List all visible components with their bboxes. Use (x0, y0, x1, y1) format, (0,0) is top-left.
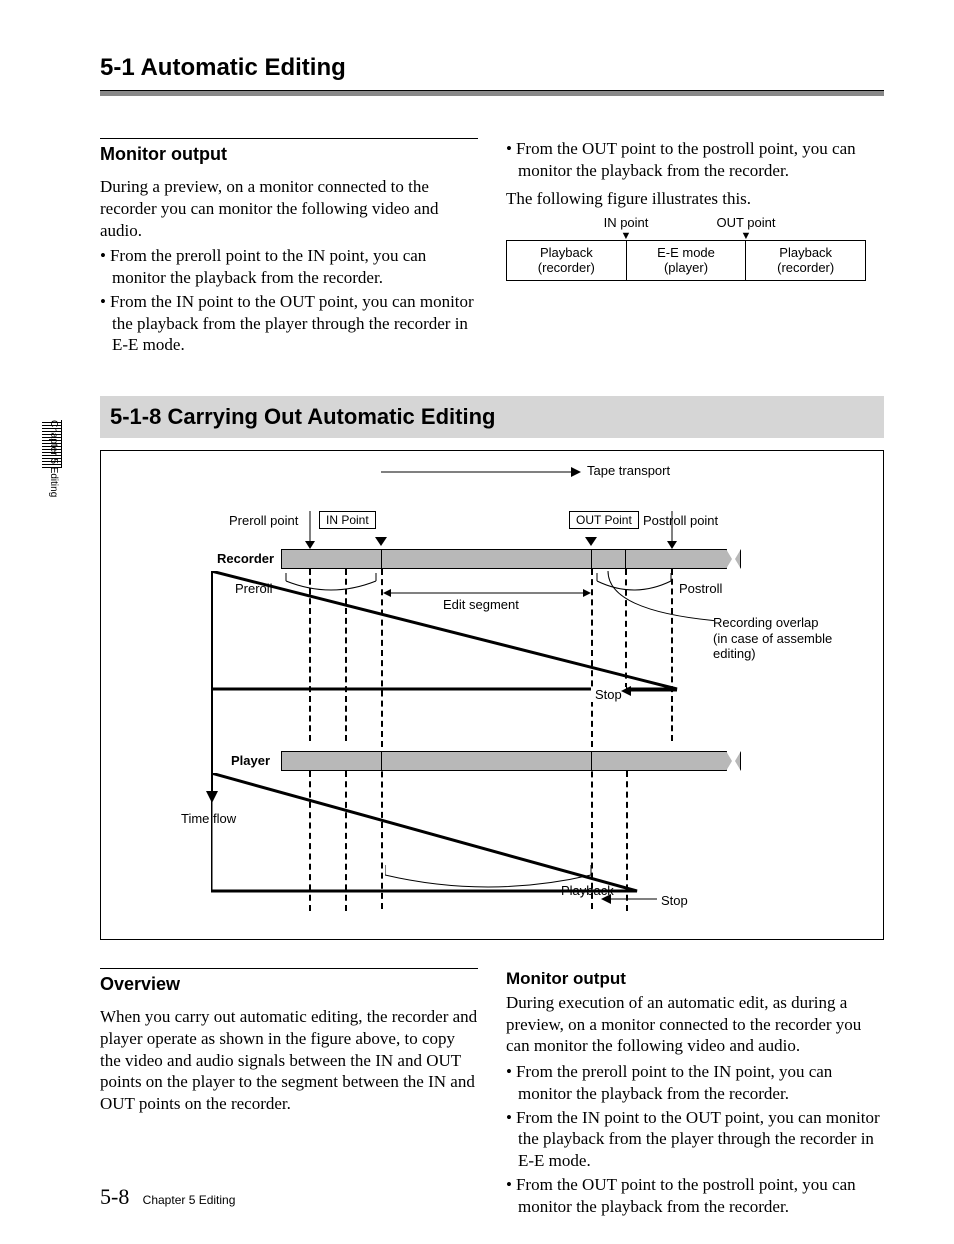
bar-div (381, 549, 382, 569)
label-time-flow: Time flow (181, 811, 236, 826)
recorder-bar (281, 549, 741, 569)
mini-cell: Playback(recorder) (745, 241, 865, 280)
bullet: From the IN point to the OUT point, you … (506, 1107, 884, 1172)
label-postroll-point: Postroll point (643, 513, 718, 528)
tape-arrow-icon (381, 465, 581, 479)
bullet: From the IN point to the OUT point, you … (100, 291, 478, 356)
bottom-columns: Overview When you carry out automatic ed… (100, 968, 884, 1219)
chapter-title: 5-1 Automatic Editing (100, 54, 884, 82)
label-stop-2: Stop (661, 893, 688, 908)
down-arrow-icon (304, 511, 316, 551)
fig-caption: The following figure illustrates this. (506, 188, 884, 210)
time-flow-arrow-icon (205, 573, 219, 803)
bar-div (381, 751, 382, 771)
mini-cell: E-E mode(player) (626, 241, 746, 280)
heading-overview: Overview (100, 973, 478, 996)
label-recorder: Recorder (217, 551, 274, 566)
section-banner: 5-1-8 Carrying Out Automatic Editing (100, 396, 884, 438)
bullet: From the OUT point to the postroll point… (506, 138, 884, 182)
page-footer: 5-8 Chapter 5 Editing (100, 1184, 235, 1210)
down-arrow-icon (666, 511, 678, 551)
para-overview: When you carry out automatic editing, th… (100, 1006, 478, 1115)
bar-div (625, 549, 626, 569)
bar-div (591, 751, 592, 771)
label-player: Player (231, 753, 270, 768)
col-right-2: Monitor output During execution of an au… (506, 968, 884, 1219)
bullets-right-2: From the preroll point to the IN point, … (506, 1061, 884, 1217)
stop-arrow-icon (621, 683, 677, 699)
page-number: 5-8 (100, 1184, 129, 1209)
col-right-1: From the OUT point to the postroll point… (506, 138, 884, 358)
top-columns: Monitor output During a preview, on a mo… (100, 138, 884, 358)
label-tape-transport: Tape transport (587, 463, 670, 478)
player-bar (281, 751, 741, 771)
bullet: From the preroll point to the IN point, … (100, 245, 478, 289)
footer-label: Chapter 5 Editing (143, 1193, 236, 1207)
mini-box: Playback(recorder) E-E mode(player) Play… (506, 240, 866, 281)
label-recording-overlap: Recording overlap (in case of assemble e… (713, 615, 832, 662)
bullet: From the preroll point to the IN point, … (506, 1061, 884, 1105)
rule (100, 968, 478, 969)
side-chapter-label: Chapter 5 Editing (48, 420, 59, 497)
stop-arrow-icon (601, 891, 657, 907)
rule (100, 138, 478, 139)
bullets-left-1: From the preroll point to the IN point, … (100, 245, 478, 356)
col-left-2: Overview When you carry out automatic ed… (100, 968, 478, 1219)
title-rule (100, 90, 884, 96)
out-marker-icon (585, 537, 597, 546)
col-left-1: Monitor output During a preview, on a mo… (100, 138, 478, 358)
big-diagram: Tape transport Preroll point IN Point OU… (100, 450, 884, 940)
box-in-point: IN Point (319, 511, 376, 529)
mini-cell: Playback(recorder) (507, 241, 626, 280)
mini-diagram: IN point OUT point ▼ ▼ Playback(recorder… (506, 215, 866, 281)
recorder-wedge-icon (211, 571, 691, 701)
bar-div (591, 549, 592, 569)
bullets-right-1: From the OUT point to the postroll point… (506, 138, 884, 182)
para-intro-1: During a preview, on a monitor connected… (100, 176, 478, 241)
bullet: From the OUT point to the postroll point… (506, 1174, 884, 1218)
down-arrow-icon: ▼ (569, 232, 683, 240)
down-arrow-icon: ▼ (689, 232, 803, 240)
heading-monitor-output: Monitor output (100, 143, 478, 166)
label-preroll-point: Preroll point (229, 513, 298, 528)
in-marker-icon (375, 537, 387, 546)
para-intro-2: During execution of an automatic edit, a… (506, 992, 884, 1057)
heading-monitor-output-2: Monitor output (506, 968, 884, 990)
box-out-point: OUT Point (569, 511, 639, 529)
